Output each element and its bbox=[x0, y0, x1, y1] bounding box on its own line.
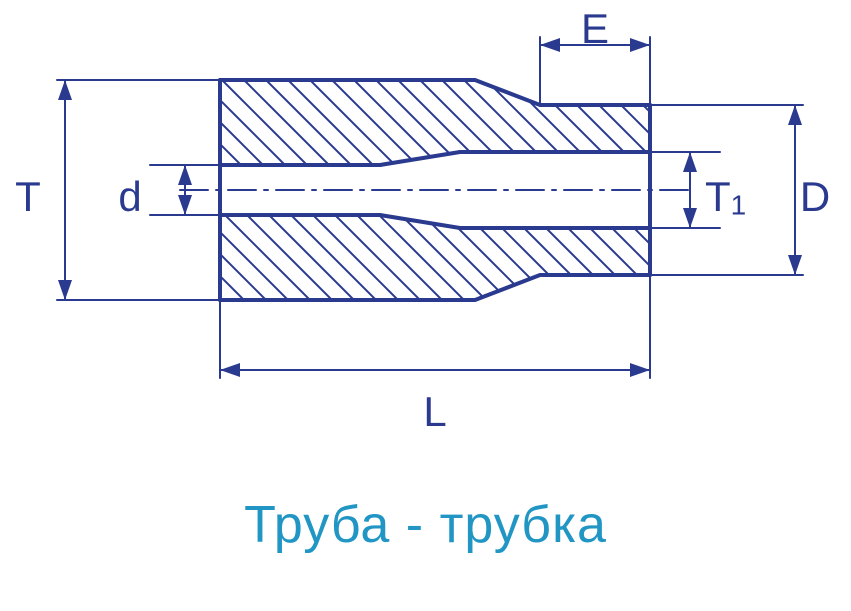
title-text: Труба - трубка bbox=[244, 496, 607, 554]
svg-text:D: D bbox=[800, 173, 830, 220]
svg-text:E: E bbox=[581, 5, 609, 52]
svg-text:d: d bbox=[118, 173, 141, 220]
diagram-title: Труба - трубка bbox=[0, 495, 851, 555]
svg-text:T: T bbox=[15, 173, 41, 220]
svg-text:T1: T1 bbox=[705, 173, 746, 221]
svg-text:L: L bbox=[423, 388, 446, 435]
